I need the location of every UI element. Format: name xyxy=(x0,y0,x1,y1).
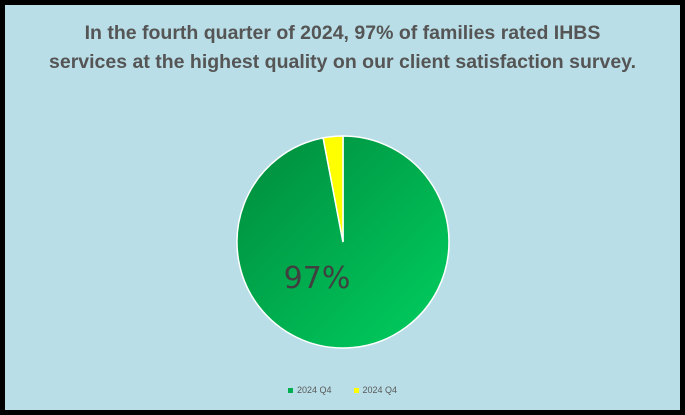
legend-item-highest: 2024 Q4 xyxy=(287,385,332,395)
pie-chart: 97% xyxy=(236,135,450,349)
legend-item-other: 2024 Q4 xyxy=(353,385,398,395)
legend-label: 2024 Q4 xyxy=(362,385,398,395)
legend-swatch-yellow xyxy=(353,387,359,393)
data-label-97: 97% xyxy=(284,261,351,296)
legend: 2024 Q4 2024 Q4 xyxy=(5,385,680,395)
pie-slice-other xyxy=(322,135,344,243)
chart-title: In the fourth quarter of 2024, 97% of fa… xyxy=(49,22,636,73)
legend-swatch-green xyxy=(287,387,293,393)
legend-label: 2024 Q4 xyxy=(296,385,332,395)
chart-frame: In the fourth quarter of 2024, 97% of fa… xyxy=(5,5,680,410)
